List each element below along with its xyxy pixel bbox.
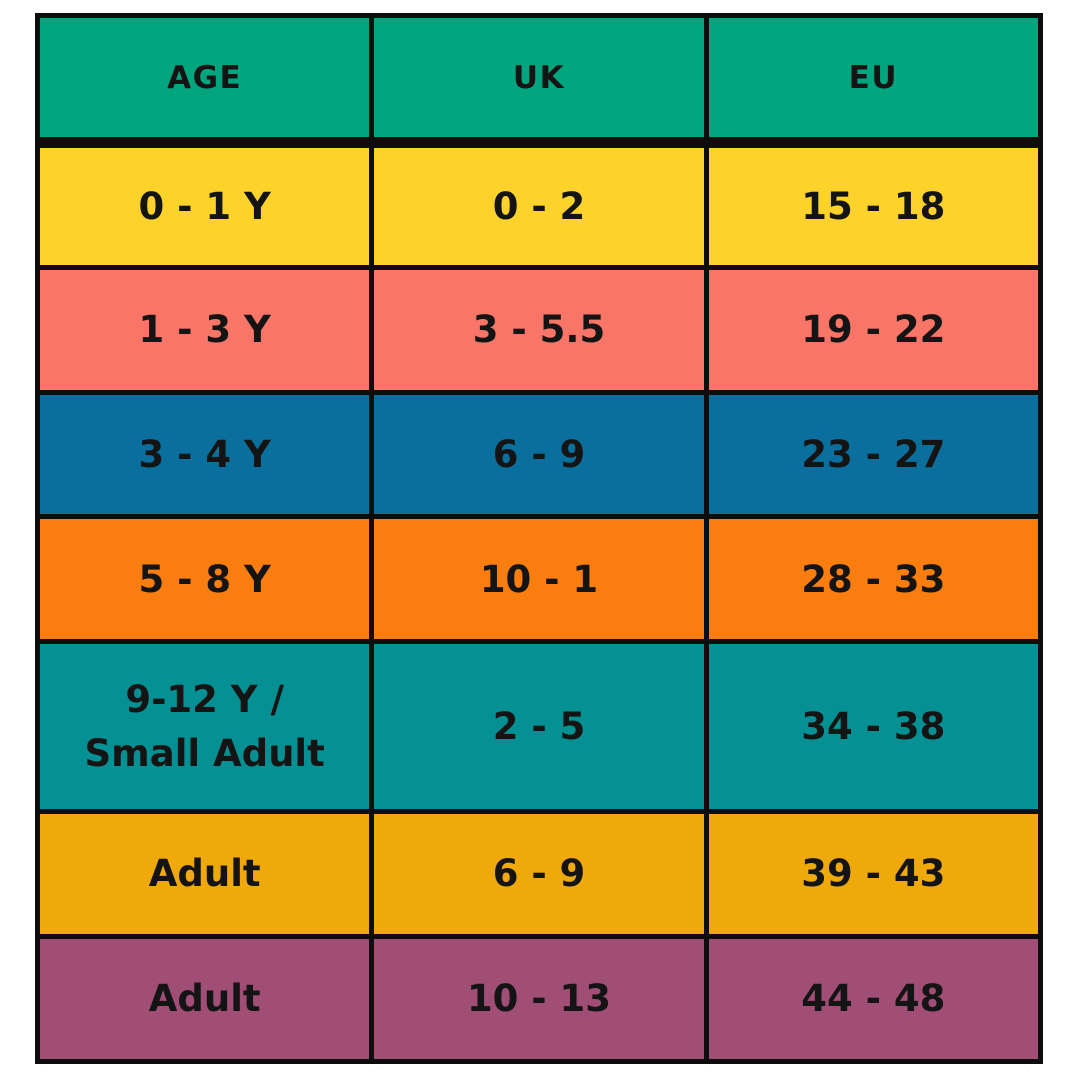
age-cell: 1 - 3 Y [34,264,375,395]
eu-size-cell: 19 - 22 [703,264,1044,395]
uk-size-cell: 0 - 2 [369,140,709,270]
eu-size-cell: 34 - 38 [703,639,1044,815]
uk-size-cell: 2 - 5 [369,639,709,815]
eu-size-cell: 39 - 43 [703,809,1044,940]
table-row: Adult 6 - 9 39 - 43 [34,809,1044,940]
eu-size-cell: 15 - 18 [703,140,1044,270]
eu-size-cell: 44 - 48 [703,934,1044,1064]
age-cell: Adult [34,809,375,940]
age-cell: 9-12 Y / Small Adult [34,639,375,815]
header-row: AGE UK EU [34,13,1044,148]
table-row: 5 - 8 Y 10 - 1 28 - 33 [34,514,1044,645]
age-cell: Adult [34,934,375,1064]
age-cell: 0 - 1 Y [34,140,375,270]
uk-size-cell: 6 - 9 [369,809,709,940]
table-row: 9-12 Y / Small Adult 2 - 5 34 - 38 [34,639,1044,815]
table-row: 1 - 3 Y 3 - 5.5 19 - 22 [34,264,1044,395]
size-conversion-table: AGE UK EU 0 - 1 Y 0 - 2 15 - 18 1 - 3 Y … [34,13,1044,1064]
uk-size-cell: 10 - 13 [369,934,709,1064]
uk-size-cell: 6 - 9 [369,389,709,520]
table-row: 0 - 1 Y 0 - 2 15 - 18 [34,140,1044,270]
header-cell-uk: UK [369,13,709,148]
uk-size-cell: 10 - 1 [369,514,709,645]
age-cell: 3 - 4 Y [34,389,375,520]
table-row: 3 - 4 Y 6 - 9 23 - 27 [34,389,1044,520]
eu-size-cell: 23 - 27 [703,389,1044,520]
table-row: Adult 10 - 13 44 - 48 [34,934,1044,1064]
eu-size-cell: 28 - 33 [703,514,1044,645]
uk-size-cell: 3 - 5.5 [369,264,709,395]
header-cell-age: AGE [34,13,375,148]
header-cell-eu: EU [703,13,1044,148]
age-cell: 5 - 8 Y [34,514,375,645]
